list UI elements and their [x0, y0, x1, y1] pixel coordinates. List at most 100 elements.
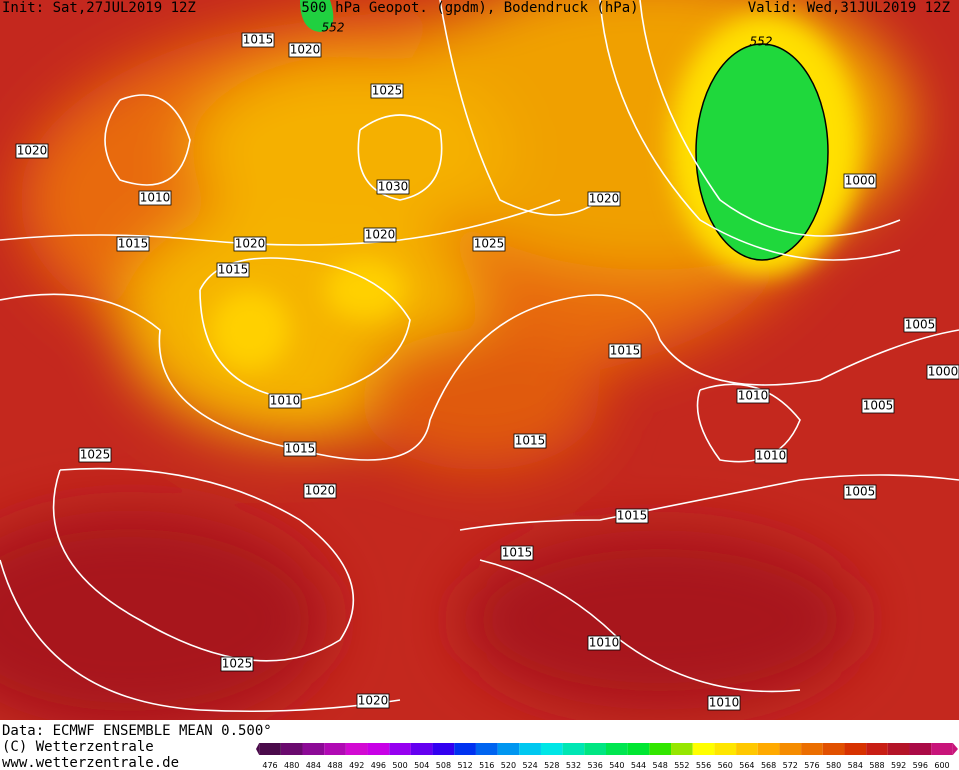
colorbar-swatch [302, 743, 325, 755]
colorbar-label: 548 [653, 761, 668, 770]
isobar-label-box [268, 393, 302, 409]
colorbar-swatch [692, 743, 715, 755]
colorbar-swatch [259, 743, 281, 755]
colorbar-label: 584 [848, 761, 863, 770]
isobar-label: 1005 [905, 318, 936, 332]
colorbar-label: 572 [783, 761, 798, 770]
colorbar-label: 536 [588, 761, 603, 770]
isobar-label-box [138, 190, 172, 206]
colorbar-label: 600 [934, 761, 949, 770]
colorbar-label: 588 [869, 761, 884, 770]
isobar-label: 1005 [845, 485, 876, 499]
colorbar-swatch [454, 743, 476, 755]
colorbar-label: 556 [696, 761, 711, 770]
isobar-label-box [587, 635, 621, 651]
isobar-label-box [736, 388, 770, 404]
colorbar-label: 520 [501, 761, 516, 770]
colorbar-swatch [736, 743, 758, 755]
isobar-label-box [903, 317, 937, 333]
init-time: Init: Sat,27JUL2019 12Z [2, 0, 196, 16]
isobar-label-box [15, 143, 49, 159]
colorbar-swatch [822, 743, 845, 755]
isobar-label: 1020 [290, 43, 321, 57]
colorbar-swatch [714, 743, 737, 755]
colorbar-label: 580 [826, 761, 841, 770]
isobar-label: 1015 [218, 263, 249, 277]
isobar-label: 1020 [17, 144, 48, 158]
colorbar-swatch [410, 743, 433, 755]
colorbar-label: 564 [739, 761, 754, 770]
isobar-label: 1010 [140, 191, 171, 205]
isobar-label: 1015 [502, 546, 533, 560]
colorbar-label: 576 [804, 761, 819, 770]
colorbar-swatch [866, 743, 888, 755]
isobar-label-box [843, 173, 877, 189]
colorbar-arrow-left [256, 743, 260, 755]
isobar-label-box [116, 236, 150, 252]
colorbar-label: 488 [327, 761, 342, 770]
isobar-label-box [78, 447, 112, 463]
colorbar-label: 480 [284, 761, 299, 770]
colorbar-swatch [280, 743, 303, 755]
colorbar-label: 568 [761, 761, 776, 770]
colorbar-swatch [801, 743, 823, 755]
colorbar-swatch [909, 743, 932, 755]
isobar-label: 1010 [756, 449, 787, 463]
isobar-label: 1015 [243, 33, 274, 47]
isobar-label: 1020 [365, 228, 396, 242]
isobar-label: 1000 [845, 174, 876, 188]
isobar-label: 1015 [515, 434, 546, 448]
isobar-label: 1025 [222, 657, 253, 671]
colorbar-label: 540 [609, 761, 624, 770]
colorbar-swatch [324, 743, 346, 755]
isobar-label-box [216, 262, 250, 278]
isobar-label-box [608, 343, 642, 359]
colorbar-label: 496 [371, 761, 386, 770]
isobar-label: 1015 [285, 442, 316, 456]
map-title: 500 hPa Geopot. (gpdm), Bodendruck (hPa) [301, 0, 638, 16]
isobar-label-box [861, 398, 895, 414]
colorbar-swatch [584, 743, 606, 755]
isobar-label: 1010 [589, 636, 620, 650]
colorbar-swatch [475, 743, 498, 755]
isobar-label: 1010 [270, 394, 301, 408]
colorbar-swatch [887, 743, 910, 755]
colorbar-label: 528 [544, 761, 559, 770]
colorbar-label: 492 [349, 761, 364, 770]
isobar-label-box [303, 483, 337, 499]
data-source: Data: ECMWF ENSEMBLE MEAN 0.500° [2, 723, 272, 739]
isobar-label-box [754, 448, 788, 464]
colorbar-swatch [519, 743, 541, 755]
geopotential-label: 552 [750, 35, 773, 49]
isobar-label: 1010 [709, 696, 740, 710]
isobar-label-box [288, 42, 322, 58]
copyright: (C) Wetterzentrale [2, 739, 154, 755]
isobar-label: 1015 [617, 509, 648, 523]
isobar-label: 1020 [305, 484, 336, 498]
isobar-label-box [843, 484, 877, 500]
geopotential-label: 552 [322, 21, 345, 35]
isobar-label-box [283, 441, 317, 457]
isobar-label: 1020 [589, 192, 620, 206]
colorbar-label: 484 [306, 761, 321, 770]
colorbar-swatch [432, 743, 455, 755]
colorbar-swatch [627, 743, 650, 755]
colorbar-swatch [367, 743, 390, 755]
colorbar-swatch [931, 743, 953, 755]
isobar-label-box [615, 508, 649, 524]
isobar-label-box [472, 236, 506, 252]
colorbar-label: 512 [457, 761, 472, 770]
map [0, 0, 959, 730]
isobar-label-box [363, 227, 397, 243]
isobar-label-box [376, 179, 410, 195]
isobar-labels: 1015102055210251020101010301020102510205… [15, 21, 959, 711]
isobar-label: 1030 [378, 180, 409, 194]
isobar-label-box [513, 433, 547, 449]
isobar-label-box [241, 32, 275, 48]
isobar-label-box [707, 695, 741, 711]
colorbar-swatch [389, 743, 411, 755]
colorbar-label: 596 [913, 761, 928, 770]
isobar-label-box [370, 83, 404, 99]
isobar-label: 1010 [738, 389, 769, 403]
colorbar-swatch [779, 743, 802, 755]
